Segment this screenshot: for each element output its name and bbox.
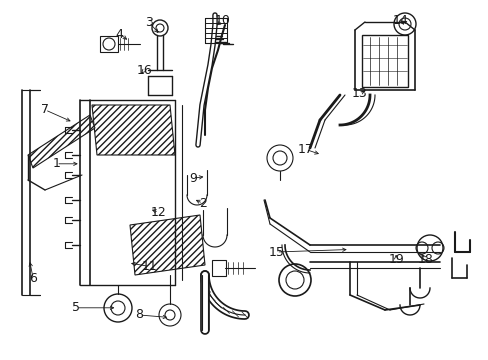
Text: 11: 11: [141, 260, 157, 273]
Text: 2: 2: [199, 197, 206, 210]
Text: 3: 3: [145, 16, 153, 29]
Bar: [212, 260, 225, 276]
Text: 15: 15: [268, 246, 284, 258]
Text: 13: 13: [351, 87, 366, 100]
Text: 9: 9: [189, 172, 197, 185]
Bar: [100, 36, 118, 52]
Text: 14: 14: [392, 14, 408, 27]
Polygon shape: [130, 215, 204, 275]
Text: 5: 5: [72, 301, 80, 314]
Text: 7: 7: [41, 103, 49, 116]
Text: 6: 6: [29, 273, 37, 285]
Text: 16: 16: [136, 64, 152, 77]
Polygon shape: [92, 105, 175, 155]
Text: 4: 4: [116, 28, 123, 41]
Text: 19: 19: [387, 253, 403, 266]
Bar: [361, 35, 407, 87]
Text: 18: 18: [417, 253, 432, 266]
Text: 10: 10: [214, 14, 230, 27]
Text: 17: 17: [297, 143, 313, 156]
Text: 1: 1: [52, 157, 60, 170]
Text: 8: 8: [135, 309, 143, 321]
Polygon shape: [28, 115, 95, 168]
Text: 12: 12: [151, 206, 166, 219]
